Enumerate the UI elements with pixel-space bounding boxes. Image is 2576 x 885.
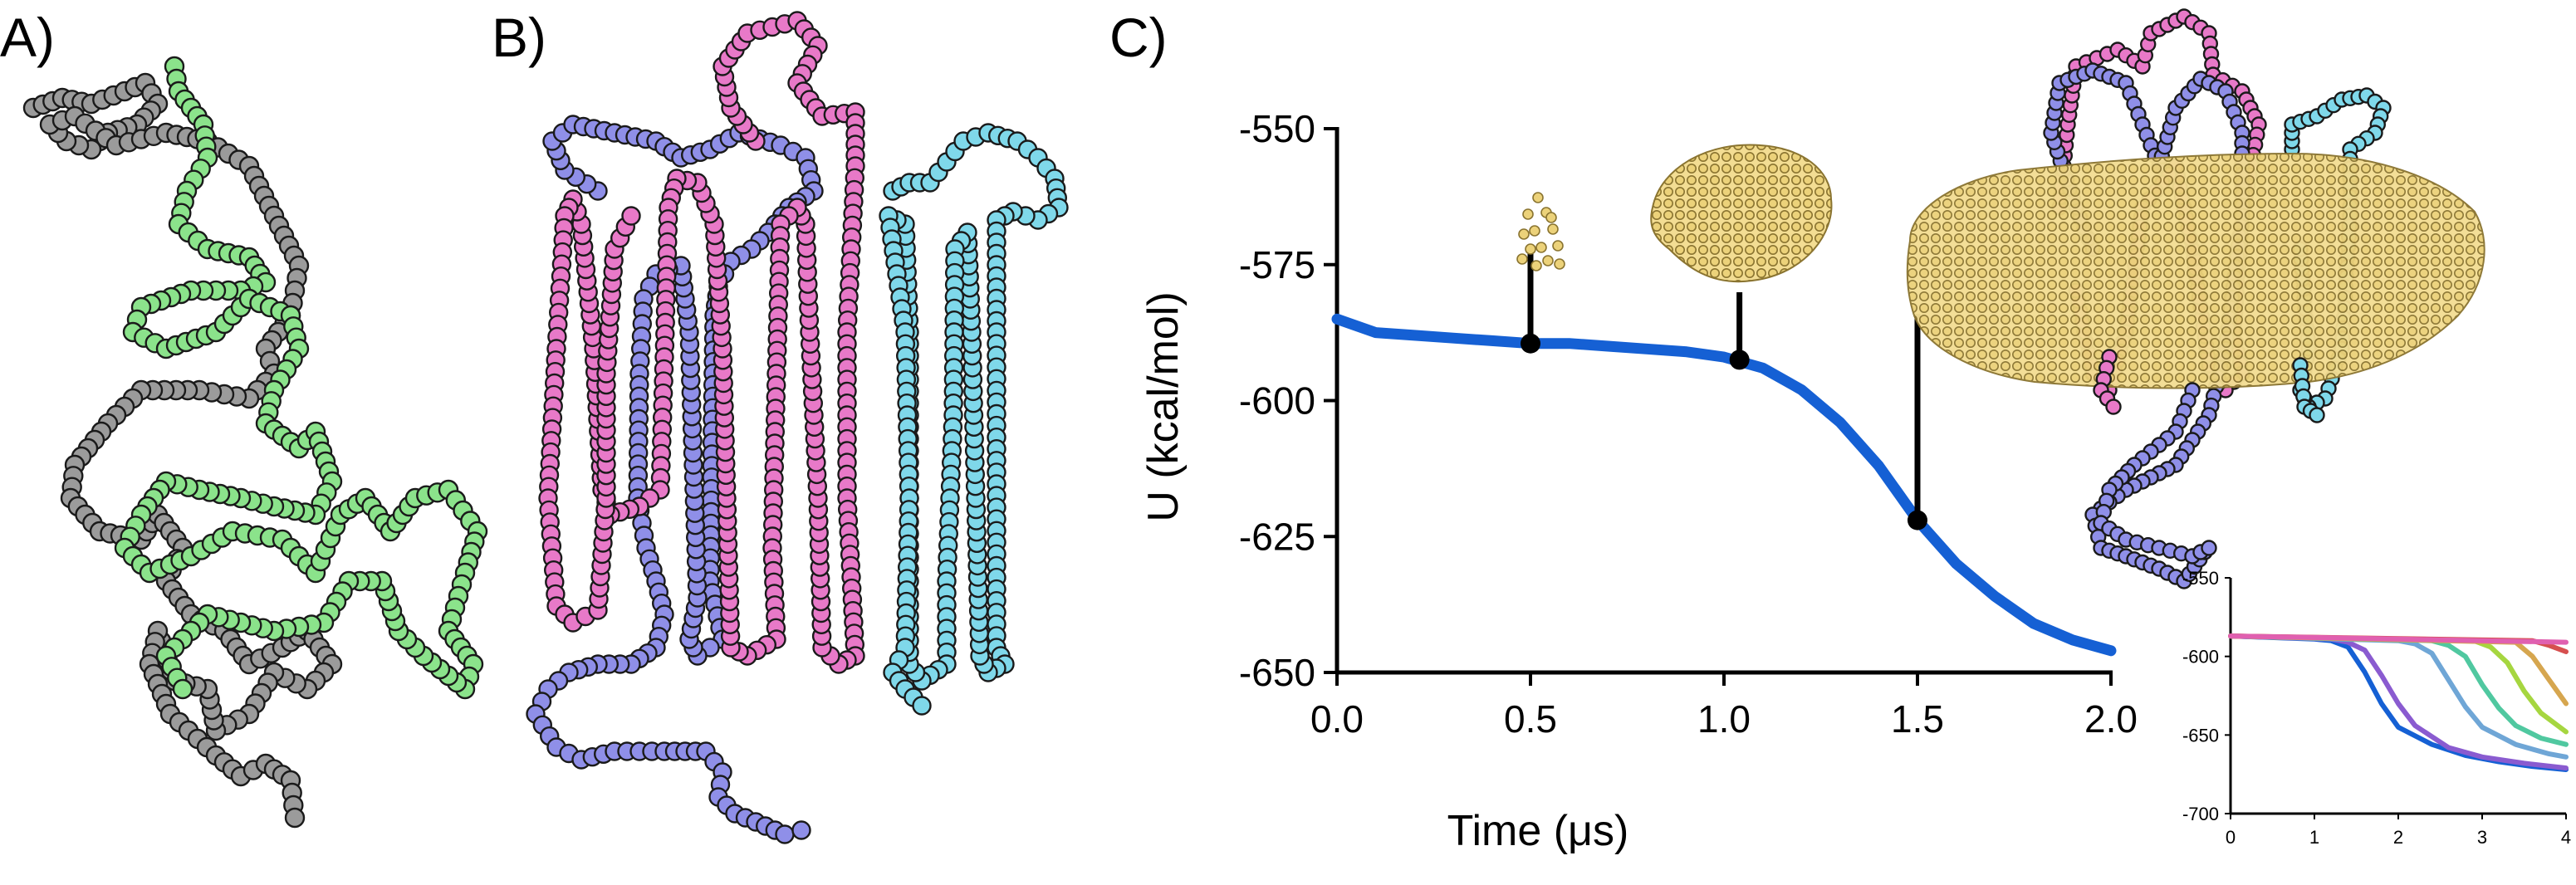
- protein-structure-b: [526, 11, 1069, 844]
- panel-label-b: B): [492, 7, 546, 68]
- lipid-bilayer-patch: [1906, 152, 2485, 389]
- lipid-cluster-small: [1516, 192, 1565, 271]
- inset-series-line: [2228, 633, 2569, 645]
- complex-cyan-tail: [2292, 357, 2325, 423]
- snapshot-marker-point: [1729, 350, 1750, 370]
- y-tick-label: -625: [1239, 515, 1315, 558]
- inset-x-tick-label: 2: [2393, 827, 2403, 848]
- y-tick-label: -550: [1239, 107, 1315, 150]
- bead: [2105, 398, 2122, 415]
- bead: [172, 678, 193, 700]
- bead: [621, 206, 641, 226]
- panel-label-a: A): [0, 7, 55, 68]
- lipid-bead: [1522, 208, 1534, 220]
- bead: [2309, 407, 2325, 423]
- protein-lipid-complex: [1906, 8, 2485, 589]
- lipid-bead: [1529, 225, 1540, 237]
- lipid-bead: [1525, 243, 1536, 255]
- energy-series-line: [1331, 313, 2117, 657]
- bead: [284, 807, 306, 829]
- lipid-bead: [1532, 192, 1544, 203]
- lipid-bead: [1547, 223, 1559, 235]
- lipid-cluster-medium-blob: [1650, 144, 1833, 283]
- inset-x-tick-label: 0: [2226, 827, 2236, 848]
- pink-bead-chain: [538, 11, 865, 674]
- bead: [2201, 540, 2217, 556]
- inset-x-tick-label: 1: [2309, 827, 2319, 848]
- inset-y-tick-label: -600: [2182, 647, 2219, 667]
- lipid-bead: [1545, 212, 1557, 223]
- x-tick-label: 2.0: [2084, 697, 2138, 741]
- y-tick-label: -600: [1239, 379, 1315, 423]
- x-tick-label: 0.5: [1504, 697, 1557, 741]
- lipid-bead: [1554, 258, 1565, 270]
- inset-chart: -550 -600 -650 -700 0 1 2 3 4: [2182, 568, 2571, 848]
- x-tick-label: 1.5: [1891, 697, 1944, 741]
- panel-label-c: C): [1109, 7, 1168, 68]
- complex-violet-tail: [2093, 382, 2217, 565]
- complex-pink-tail: [2093, 349, 2122, 415]
- inset-y-tick-label: -700: [2182, 804, 2219, 824]
- y-axis-label: U (kcal/mol): [1139, 291, 1188, 521]
- lipid-bead: [1542, 255, 1554, 266]
- bead: [791, 820, 811, 840]
- green-bead-chain: [114, 56, 488, 700]
- bead: [912, 696, 932, 716]
- x-tick-label: 0.0: [1310, 697, 1364, 741]
- violet-bead-chain: [526, 115, 824, 844]
- lipid-bead: [1530, 260, 1542, 271]
- lipid-bead: [1552, 240, 1564, 252]
- inset-y-tick-label: -650: [2182, 725, 2219, 746]
- y-tick-label: -575: [1239, 243, 1315, 286]
- bead: [775, 824, 795, 844]
- inset-y-tick-label: -550: [2182, 568, 2219, 589]
- inset-x-tick-label: 3: [2477, 827, 2487, 848]
- y-tick-label: -650: [1239, 651, 1315, 694]
- lipid-bead: [1535, 242, 1547, 253]
- x-tick-label: 1.0: [1697, 697, 1751, 741]
- snapshot-marker-point: [1908, 510, 1927, 531]
- inset-x-tick-label: 4: [2561, 827, 2571, 848]
- lipid-bead: [1518, 228, 1530, 240]
- lipid-cluster-medium: [1650, 144, 1833, 283]
- energy-chart: -550 -575 -600 -625 -650 0.0 0.5 1.0 1.5 2.0 Tim…: [1139, 107, 2138, 855]
- cyan-bead-chain: [879, 123, 1069, 716]
- x-axis-label: Time (μs): [1447, 807, 1629, 855]
- protein-structure-a: [22, 56, 488, 829]
- lipid-bead: [1516, 253, 1528, 265]
- snapshot-marker-point: [1521, 333, 1540, 354]
